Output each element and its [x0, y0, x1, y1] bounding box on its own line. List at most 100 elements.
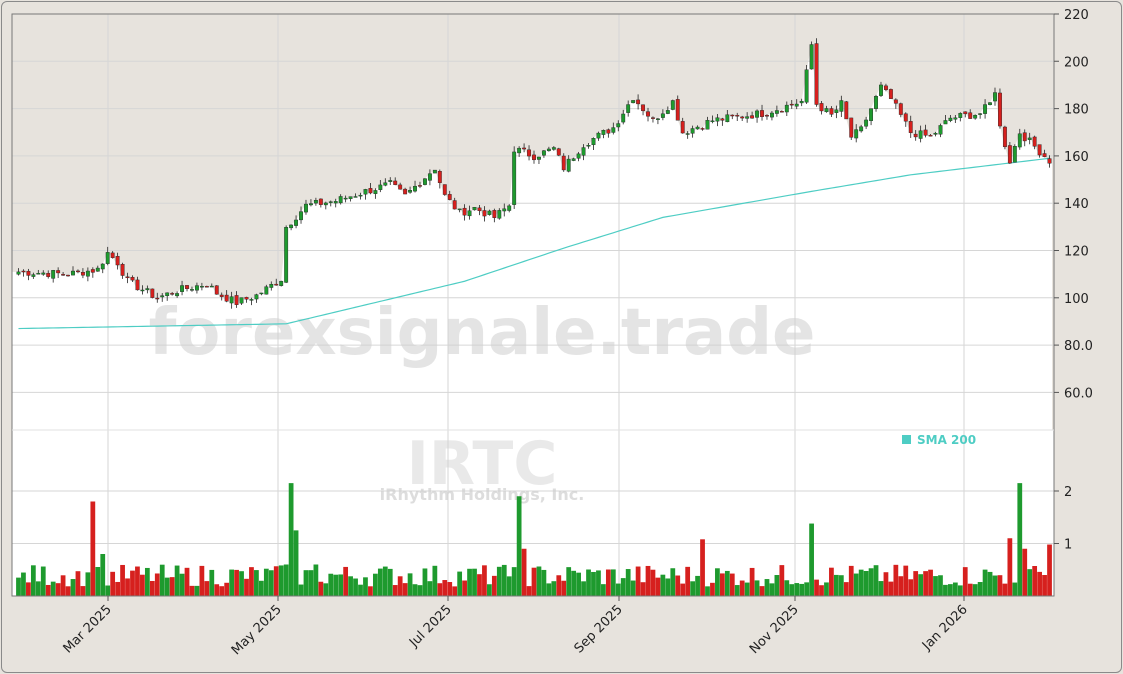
volume-bar: [670, 568, 676, 596]
candle-body: [869, 108, 874, 121]
candle-body: [507, 205, 512, 211]
candle: [80, 268, 85, 279]
volume-bar: [715, 568, 720, 596]
candle: [502, 203, 507, 217]
volume-bar: [799, 583, 805, 596]
volume-bar: [487, 584, 492, 596]
candle-body: [918, 130, 923, 139]
candle: [591, 137, 596, 150]
candle: [1042, 149, 1047, 158]
candle-body: [194, 285, 199, 291]
candle-body: [323, 202, 328, 206]
volume-bar: [863, 570, 869, 596]
volume-bar: [50, 581, 56, 596]
candle: [239, 297, 244, 305]
candle-body: [363, 189, 368, 195]
candle-body: [809, 44, 814, 70]
candle: [214, 285, 219, 295]
volume-bar: [214, 584, 220, 596]
candle-body: [338, 196, 343, 204]
volume-bar: [705, 586, 710, 596]
candle: [363, 188, 368, 200]
candle: [472, 207, 477, 211]
volume-bar: [105, 585, 111, 596]
candle: [309, 199, 313, 207]
candle: [1012, 144, 1017, 163]
candle: [135, 276, 140, 291]
candle: [85, 267, 90, 282]
candle: [819, 100, 824, 115]
candle-body: [264, 286, 269, 295]
volume-bar: [328, 573, 334, 596]
candle-body: [462, 207, 467, 216]
candle: [601, 129, 606, 139]
candle-body: [214, 285, 219, 295]
candle: [760, 104, 764, 121]
candle-body: [26, 270, 31, 276]
candle: [651, 116, 655, 123]
candle-body: [244, 296, 249, 300]
candle: [1047, 155, 1052, 168]
candle-body: [690, 128, 695, 134]
candle-body: [993, 92, 997, 102]
candle: [641, 104, 645, 116]
volume-bar: [908, 579, 914, 596]
candle: [76, 269, 80, 274]
candle: [388, 177, 393, 186]
candle-body: [155, 297, 160, 300]
volume-bar: [596, 570, 601, 596]
candle-body: [229, 296, 234, 304]
candle: [541, 149, 546, 158]
volume-bar: [660, 574, 666, 596]
volume-bar: [477, 574, 482, 596]
candle-body: [31, 274, 36, 277]
volume-bar: [665, 578, 671, 596]
volume-bar: [576, 572, 581, 596]
volume-bar: [85, 572, 91, 596]
volume-bar: [244, 578, 249, 596]
volume-bar: [140, 574, 145, 596]
candle: [373, 188, 378, 199]
candle-body: [85, 270, 90, 277]
candle: [328, 200, 333, 207]
candle: [51, 269, 56, 283]
candle-body: [596, 132, 601, 139]
candle-body: [294, 219, 299, 226]
volume-bar: [229, 569, 235, 596]
candle: [675, 95, 680, 121]
candle: [423, 178, 427, 186]
candle: [294, 215, 299, 229]
volume-bar: [293, 530, 299, 596]
candle: [46, 270, 51, 279]
candle: [477, 204, 482, 216]
candle: [779, 110, 784, 113]
candle: [403, 187, 408, 195]
candle-body: [616, 123, 621, 128]
volume-bar: [972, 584, 978, 596]
watermark-text: forexsignale.trade: [149, 296, 816, 370]
volume-bar: [402, 583, 408, 596]
volume-bar: [501, 564, 507, 596]
price-tick-label: 200: [1064, 55, 1089, 70]
volume-bar: [1047, 544, 1052, 596]
candle-body: [978, 113, 983, 115]
candle: [512, 146, 517, 209]
candle: [695, 125, 700, 130]
candle: [903, 112, 908, 127]
volume-bar: [769, 583, 775, 596]
candle-body: [755, 110, 759, 118]
candle: [953, 115, 958, 124]
volume-bar: [219, 586, 225, 596]
candle: [31, 272, 36, 279]
candle-body: [735, 115, 740, 117]
volume-bar: [630, 580, 636, 596]
volume-bar: [685, 566, 691, 596]
candle-body: [140, 289, 145, 292]
volume-bar: [586, 569, 591, 596]
candle-body: [933, 132, 938, 135]
price-tick-label: 80.0: [1064, 339, 1093, 354]
volume-bar: [764, 579, 770, 596]
candle-body: [804, 69, 809, 103]
candle: [348, 196, 353, 202]
candle: [507, 204, 512, 213]
